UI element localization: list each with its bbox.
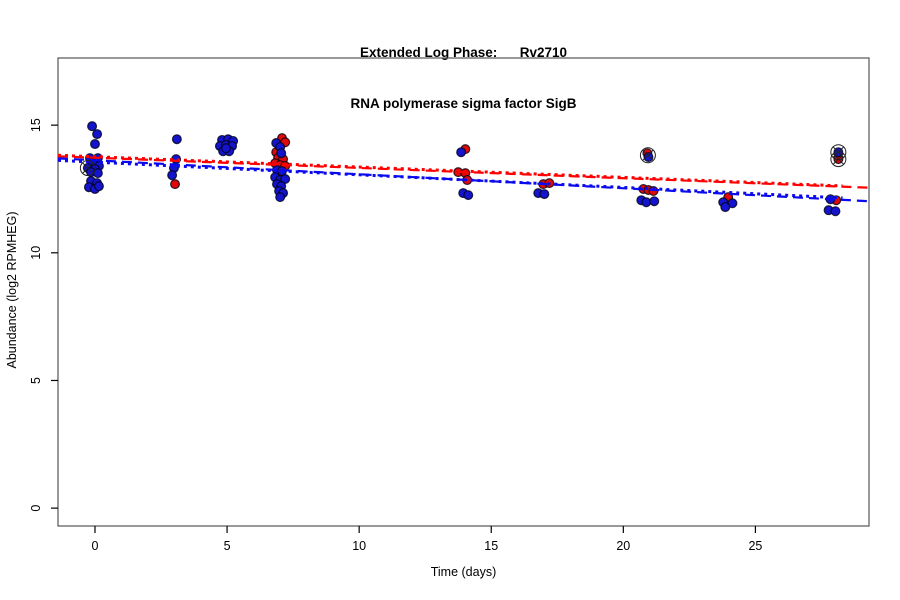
circle-cross-marker (830, 151, 847, 168)
data-point-blue (720, 202, 731, 213)
circle-cross-marker-diag2 (642, 149, 654, 161)
data-point-blue (643, 152, 654, 163)
circle-cross-marker-diag2 (82, 162, 94, 174)
x-tick-label: 5 (224, 539, 231, 553)
data-point-blue (171, 134, 182, 145)
trend-line-red-dotted (57, 153, 843, 188)
trend-line-blue-dotted (57, 158, 843, 200)
y-tick-label: 15 (29, 118, 43, 132)
y-tick-label: 0 (29, 505, 43, 512)
x-tick-label: 10 (352, 539, 366, 553)
data-point-blue (93, 181, 104, 192)
data-point-blue (276, 148, 287, 159)
data-point-blue (456, 147, 467, 158)
data-point-blue (539, 189, 550, 200)
plot-box (57, 57, 870, 527)
data-point-blue (89, 139, 100, 150)
data-point-blue (463, 190, 474, 201)
data-point-blue (87, 121, 98, 132)
x-axis-label: Time (days) (431, 565, 497, 579)
chart-title-line2: RNA polymerase sigma factor SigB (350, 96, 577, 111)
y-tick-label: 5 (29, 377, 43, 384)
chart-title: Extended Log Phase: Rv2710 RNA polymeras… (58, 10, 869, 146)
data-point-blue (649, 196, 660, 207)
x-tick-label: 0 (92, 539, 99, 553)
data-point-red (170, 179, 181, 190)
x-tick-label: 20 (616, 539, 630, 553)
x-tick-label: 15 (484, 539, 498, 553)
data-point-blue (92, 129, 103, 140)
circle-cross-marker (639, 147, 656, 164)
x-tick-label: 25 (748, 539, 762, 553)
chart-title-line1: Extended Log Phase: Rv2710 (359, 45, 568, 60)
y-axis-label: Abundance (log2 RPMHEG) (5, 211, 19, 368)
data-point-blue (275, 192, 286, 203)
data-point-blue (221, 143, 232, 154)
y-tick-label: 10 (29, 246, 43, 260)
circle-cross-marker (79, 160, 96, 177)
data-point-blue (167, 170, 178, 181)
data-point-blue (830, 206, 841, 217)
circle-cross-marker-diag2 (832, 153, 845, 165)
